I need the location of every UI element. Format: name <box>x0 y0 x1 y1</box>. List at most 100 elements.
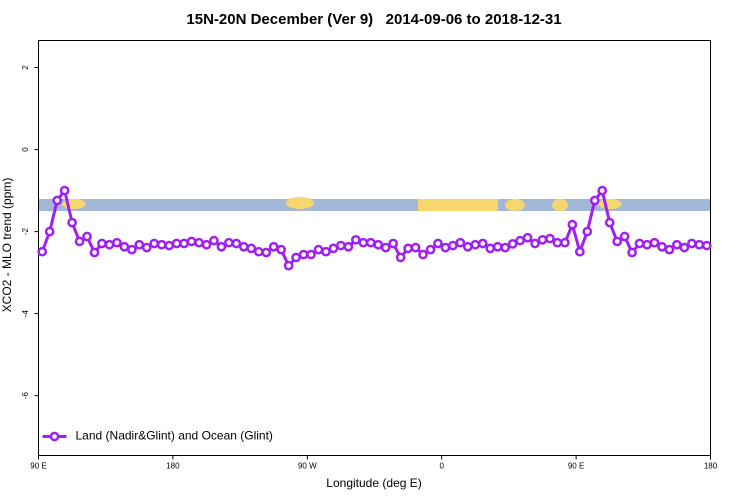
point <box>231 238 242 249</box>
point <box>276 244 287 255</box>
x-tick-label: 180 <box>166 462 180 471</box>
y-tick-label: -2 <box>21 227 30 235</box>
point <box>589 195 600 206</box>
point <box>537 234 548 245</box>
point <box>448 240 458 251</box>
point <box>194 237 204 248</box>
point <box>253 246 264 257</box>
point <box>149 238 160 249</box>
x-tick-label: 90 E <box>30 462 46 471</box>
ocean-band <box>39 199 710 211</box>
legend-marker <box>49 431 60 442</box>
point <box>388 238 399 249</box>
point <box>59 185 70 196</box>
y-tick-label: 0 <box>21 147 30 152</box>
point <box>291 252 301 263</box>
map-strip <box>39 197 710 211</box>
point <box>44 226 55 237</box>
legend-label: Land (Nadir&Glint) and Ocean (Glint) <box>76 429 273 443</box>
point <box>216 241 227 252</box>
point <box>52 195 63 206</box>
point <box>328 243 339 254</box>
point <box>560 237 570 248</box>
point <box>37 246 48 257</box>
point <box>679 242 690 253</box>
x-tick-label: 90 E <box>568 462 584 471</box>
point <box>477 238 488 249</box>
y-tick-label: 2 <box>21 65 30 70</box>
land-shape <box>418 199 498 211</box>
land-shape <box>598 199 622 209</box>
x-axis-title: Longitude (deg E) <box>326 476 421 490</box>
land-shape <box>286 197 314 209</box>
point <box>89 247 100 258</box>
point <box>686 238 697 249</box>
point <box>380 242 391 253</box>
point <box>156 239 167 250</box>
point <box>657 241 667 252</box>
point <box>201 239 212 250</box>
point <box>612 236 623 247</box>
point <box>141 242 152 253</box>
y-axis-title: XCO2 - MLO trend (ppm) <box>0 178 14 313</box>
point <box>224 237 234 248</box>
point <box>582 226 593 237</box>
point <box>552 237 563 248</box>
point <box>306 249 316 260</box>
point <box>343 241 354 252</box>
point <box>283 260 294 271</box>
point <box>470 239 481 250</box>
y-tick-label: -6 <box>21 392 30 400</box>
point <box>261 247 272 258</box>
point <box>238 241 249 252</box>
chart-title: 15N-20N December (Ver 9) 2014-09-06 to 2… <box>186 11 561 28</box>
point <box>530 238 540 249</box>
point <box>672 239 682 250</box>
point <box>403 243 413 254</box>
point <box>597 185 608 196</box>
point <box>104 239 115 250</box>
point <box>418 249 428 260</box>
point <box>574 246 585 257</box>
point <box>134 239 145 250</box>
point <box>694 239 705 250</box>
point <box>664 244 675 255</box>
x-tick-label: 0 <box>439 462 444 471</box>
point <box>410 242 421 253</box>
point <box>373 239 384 250</box>
point <box>462 241 473 252</box>
point <box>171 238 182 249</box>
point <box>485 243 496 254</box>
x-tick-label: 90 W <box>298 462 317 471</box>
point <box>67 217 77 228</box>
point <box>515 235 525 246</box>
point <box>179 238 189 249</box>
y-tick-label: -4 <box>21 310 30 318</box>
point <box>642 239 652 250</box>
point <box>313 244 324 255</box>
point <box>82 231 92 242</box>
point <box>112 237 122 248</box>
point <box>455 237 466 248</box>
point <box>545 233 555 244</box>
point <box>164 240 175 251</box>
x-tick-label: 180 <box>704 462 718 471</box>
land-shape <box>505 199 525 211</box>
point <box>119 241 130 252</box>
point <box>522 232 533 243</box>
point <box>440 242 451 253</box>
point <box>336 240 346 251</box>
point <box>433 238 443 249</box>
point <box>567 219 578 230</box>
point <box>186 236 197 247</box>
point <box>619 231 630 242</box>
point <box>701 240 712 251</box>
point <box>246 243 257 254</box>
point <box>97 238 107 249</box>
point <box>298 249 309 260</box>
point <box>507 239 518 249</box>
point <box>627 247 637 258</box>
point <box>358 237 369 248</box>
point <box>395 252 406 263</box>
